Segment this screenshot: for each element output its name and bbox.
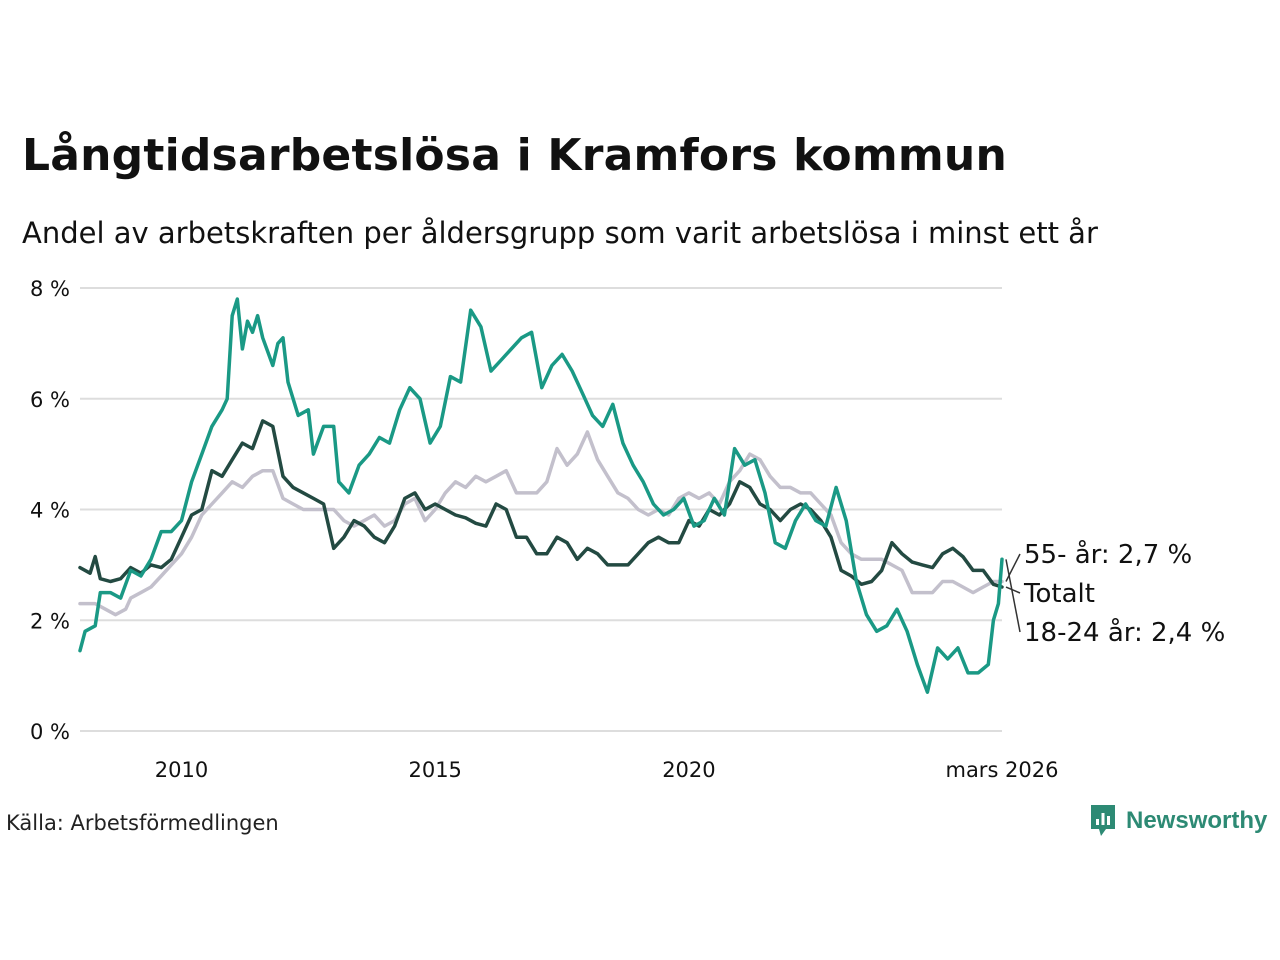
- source-note: Källa: Arbetsförmedlingen: [6, 811, 279, 835]
- newsworthy-logo-icon: [1091, 805, 1115, 836]
- leader-line-youth: [1005, 559, 1021, 633]
- chart-title: Långtidsarbetslösa i Kramfors kommun: [22, 130, 1007, 181]
- leader-line-senior: [1005, 553, 1021, 582]
- end-label-youth: 18-24 år: 2,4 %: [1024, 617, 1225, 648]
- end-label-total: Totalt: [1023, 579, 1095, 609]
- y-tick-label: 2 %: [30, 609, 70, 633]
- end-label-senior: 55- år: 2,7 %: [1024, 539, 1192, 570]
- end-labels: 55- år: 2,7 % Totalt 18-24 år: 2,4 %: [1005, 539, 1225, 648]
- brand-logo: Newsworthy: [1088, 803, 1267, 839]
- y-tick-label: 0 %: [30, 720, 70, 744]
- y-tick-label: 4 %: [30, 499, 70, 523]
- x-tick-label: mars 2026: [945, 758, 1058, 782]
- series-line-youth: [78, 297, 1004, 694]
- x-tick-label: 2015: [408, 758, 461, 782]
- grid-lines: [80, 287, 1002, 732]
- brand-name: Newsworthy: [1126, 807, 1268, 834]
- y-axis-ticks: 0 % 2 % 4 % 6 % 8 %: [30, 277, 70, 744]
- x-tick-label: 2020: [662, 758, 715, 782]
- series-line-total: [78, 419, 1004, 589]
- series-lines: [78, 297, 1004, 694]
- y-tick-label: 6 %: [30, 388, 70, 412]
- y-tick-label: 8 %: [30, 277, 70, 301]
- series-line-senior: [78, 430, 1004, 617]
- x-axis-ticks: 2010 2015 2020 mars 2026: [155, 758, 1059, 782]
- x-tick-label: 2010: [155, 758, 208, 782]
- leader-line-total: [1005, 586, 1021, 594]
- chart-subtitle: Andel av arbetskraften per åldersgrupp s…: [22, 216, 1098, 250]
